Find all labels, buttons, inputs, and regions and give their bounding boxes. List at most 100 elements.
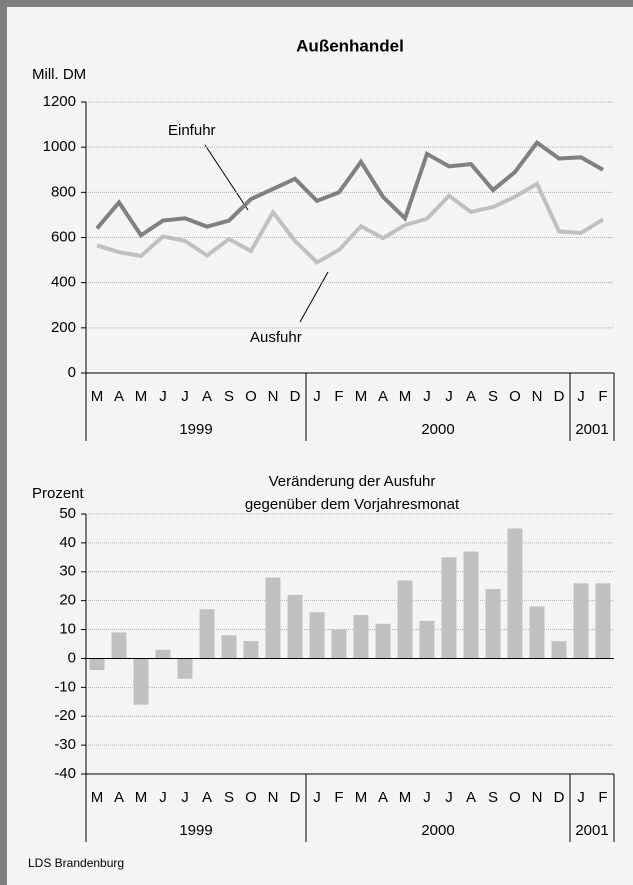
x-tick-label: N: [268, 789, 279, 806]
bar: [353, 615, 369, 659]
y-tick-label: 30: [59, 563, 76, 580]
x-tick-label: S: [224, 388, 234, 405]
leader-line: [204, 144, 249, 211]
y-tick-label: 0: [68, 649, 76, 666]
x-tick-label: N: [532, 789, 543, 806]
bar: [507, 528, 523, 659]
x-tick-label: M: [135, 789, 148, 806]
group-label: 1999: [179, 822, 212, 839]
line-series: [96, 180, 605, 265]
y-tick-label: 800: [51, 183, 76, 200]
x-tick-label: J: [423, 388, 431, 405]
bar: [309, 612, 325, 659]
x-tick-label: O: [509, 388, 521, 405]
series-label: Ausfuhr: [250, 329, 302, 346]
y-tick-label: 50: [59, 505, 76, 522]
y-axis-label: Mill. DM: [32, 66, 86, 83]
y-tick-label: 1000: [43, 138, 76, 155]
x-tick-label: O: [509, 789, 521, 806]
x-tick-label: S: [488, 789, 498, 806]
bar: [419, 620, 435, 659]
bar: [463, 551, 479, 659]
y-tick-label: 200: [51, 319, 76, 336]
x-tick-label: F: [598, 388, 607, 405]
bar: [529, 606, 545, 659]
x-tick-label: J: [159, 789, 167, 806]
x-tick-label: J: [181, 388, 189, 405]
bar: [441, 557, 457, 659]
x-tick-label: J: [313, 388, 321, 405]
y-tick-label: -10: [54, 678, 76, 695]
bar: [133, 658, 149, 705]
x-tick-label: A: [378, 388, 388, 405]
bar: [287, 594, 303, 659]
x-tick-label: M: [399, 789, 412, 806]
bar: [573, 583, 589, 659]
x-tick-label: D: [554, 388, 565, 405]
x-tick-label: F: [334, 789, 343, 806]
x-tick-label: D: [290, 388, 301, 405]
leader-line: [299, 271, 329, 323]
chart-title: Veränderung der Ausfuhr: [269, 473, 436, 490]
y-axis-label: Prozent: [32, 485, 85, 502]
bar: [155, 649, 171, 659]
x-tick-label: J: [181, 789, 189, 806]
group-label: 2001: [575, 421, 608, 438]
chart-title: Außenhandel: [296, 36, 404, 55]
x-tick-label: M: [91, 789, 104, 806]
x-tick-label: S: [224, 789, 234, 806]
x-tick-label: M: [91, 388, 104, 405]
x-tick-label: S: [488, 388, 498, 405]
bar: [551, 641, 567, 659]
series-label: Einfuhr: [168, 122, 216, 139]
line-series: [95, 139, 604, 239]
x-tick-label: A: [114, 789, 124, 806]
x-tick-label: O: [245, 388, 257, 405]
group-label: 2001: [575, 822, 608, 839]
bar: [265, 577, 281, 659]
bar: [375, 623, 391, 659]
x-tick-label: J: [445, 388, 453, 405]
bar: [485, 589, 501, 659]
y-tick-label: -30: [54, 736, 76, 753]
y-tick-label: 10: [59, 621, 76, 638]
y-tick-label: -20: [54, 707, 76, 724]
x-tick-label: F: [598, 789, 607, 806]
bar: [199, 609, 215, 659]
y-tick-label: 20: [59, 592, 76, 609]
x-tick-label: O: [245, 789, 257, 806]
x-tick-label: M: [399, 388, 412, 405]
x-tick-label: D: [290, 789, 301, 806]
source: LDS Brandenburg: [28, 856, 124, 870]
x-tick-label: A: [466, 789, 476, 806]
group-label: 2000: [421, 822, 454, 839]
x-tick-label: N: [532, 388, 543, 405]
x-tick-label: M: [135, 388, 148, 405]
chart-title: gegenüber dem Vorjahresmonat: [245, 496, 460, 513]
x-tick-label: N: [268, 388, 279, 405]
x-tick-label: D: [554, 789, 565, 806]
x-tick-label: J: [445, 789, 453, 806]
x-tick-label: A: [378, 789, 388, 806]
x-tick-label: J: [577, 789, 585, 806]
bar: [397, 580, 413, 659]
bar: [177, 658, 193, 679]
y-tick-label: -40: [54, 765, 76, 782]
x-tick-label: J: [577, 388, 585, 405]
x-tick-label: M: [355, 789, 368, 806]
x-tick-label: J: [423, 789, 431, 806]
x-tick-label: A: [466, 388, 476, 405]
x-tick-label: J: [313, 789, 321, 806]
x-tick-label: F: [334, 388, 343, 405]
y-tick-label: 600: [51, 228, 76, 245]
bar: [243, 641, 259, 659]
group-label: 1999: [179, 421, 212, 438]
bar: [221, 635, 237, 659]
x-tick-label: A: [114, 388, 124, 405]
x-tick-label: M: [355, 388, 368, 405]
bar: [89, 658, 105, 670]
bar: [331, 629, 347, 659]
y-tick-label: 400: [51, 274, 76, 291]
y-tick-label: 1200: [43, 93, 76, 110]
